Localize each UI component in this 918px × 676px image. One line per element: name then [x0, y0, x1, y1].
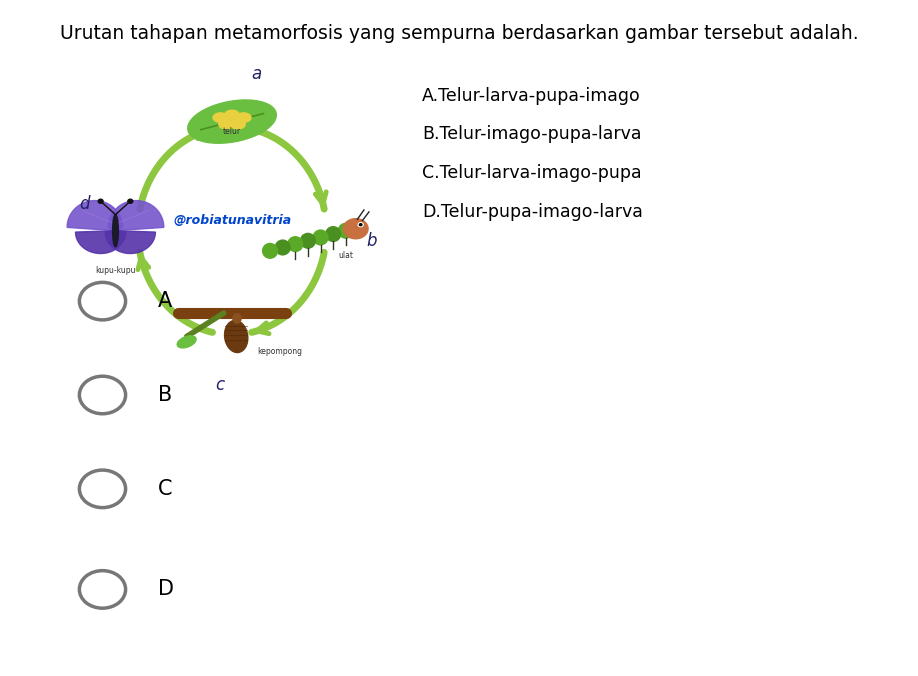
Circle shape: [360, 224, 362, 226]
Ellipse shape: [326, 226, 341, 241]
Ellipse shape: [225, 320, 248, 353]
Ellipse shape: [236, 113, 251, 122]
Text: a: a: [252, 65, 262, 83]
Text: B: B: [158, 385, 172, 405]
Ellipse shape: [275, 240, 290, 255]
Circle shape: [343, 218, 368, 239]
Text: B.Telur-imago-pupa-larva: B.Telur-imago-pupa-larva: [422, 126, 642, 143]
Text: ulat: ulat: [339, 251, 353, 260]
Ellipse shape: [113, 215, 118, 247]
Polygon shape: [108, 201, 163, 231]
Text: telur: telur: [223, 127, 241, 136]
Ellipse shape: [218, 120, 234, 129]
Ellipse shape: [233, 314, 241, 323]
Ellipse shape: [288, 237, 303, 251]
Polygon shape: [106, 231, 155, 254]
Ellipse shape: [300, 233, 316, 248]
Text: kepompong: kepompong: [257, 347, 302, 356]
Text: A.Telur-larva-pupa-imago: A.Telur-larva-pupa-imago: [422, 87, 641, 105]
Text: c: c: [215, 377, 224, 394]
Text: C.Telur-larva-imago-pupa: C.Telur-larva-imago-pupa: [422, 164, 642, 183]
Circle shape: [358, 222, 364, 226]
Text: Urutan tahapan metamorfosis yang sempurna berdasarkan gambar tersebut adalah.: Urutan tahapan metamorfosis yang sempurn…: [60, 24, 858, 43]
Text: A: A: [158, 291, 172, 311]
Text: d: d: [79, 195, 89, 213]
Circle shape: [128, 199, 133, 203]
Ellipse shape: [313, 230, 328, 245]
Polygon shape: [188, 100, 276, 143]
Ellipse shape: [230, 120, 245, 129]
Text: kupu-kupu: kupu-kupu: [95, 266, 136, 274]
Text: D: D: [158, 579, 174, 600]
Ellipse shape: [263, 243, 277, 258]
Ellipse shape: [225, 110, 240, 120]
Ellipse shape: [177, 336, 196, 348]
Text: b: b: [366, 232, 377, 250]
Text: D.Telur-pupa-imago-larva: D.Telur-pupa-imago-larva: [422, 203, 643, 221]
Text: @robiatunavitria: @robiatunavitria: [173, 214, 291, 227]
Polygon shape: [75, 231, 126, 254]
Circle shape: [98, 199, 103, 203]
Text: C: C: [158, 479, 173, 499]
Ellipse shape: [213, 113, 228, 122]
Polygon shape: [67, 201, 123, 231]
Ellipse shape: [339, 223, 353, 238]
